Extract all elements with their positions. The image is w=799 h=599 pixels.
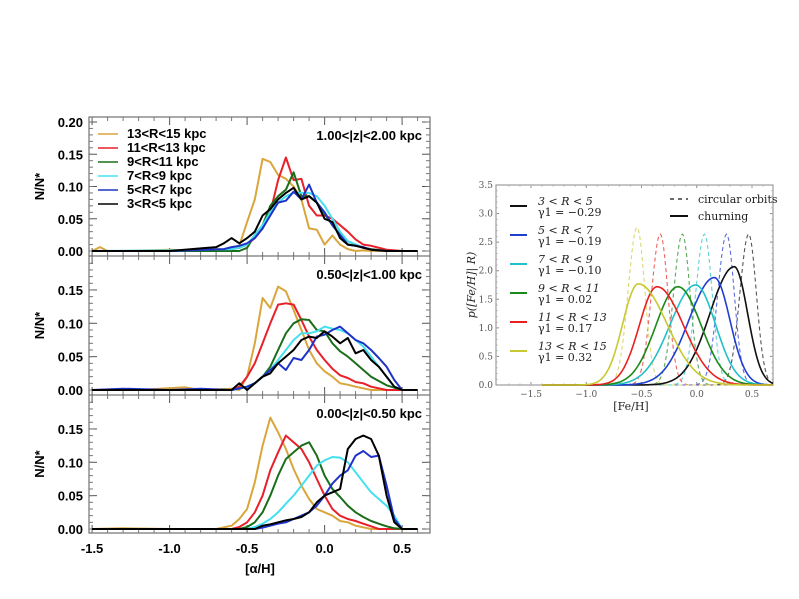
y-tick-label: 1.5 [479, 295, 494, 305]
legend-gamma: γ1 = −0.19 [538, 235, 602, 248]
x-tick-label: −1.5 [520, 390, 542, 400]
series-line-11-r-13-kpc [92, 434, 418, 530]
legend-label: 5 < R < 7 [538, 224, 593, 237]
y-tick-label: 0.15 [58, 422, 83, 437]
legend-gamma: γ1 = 0.17 [538, 322, 592, 335]
left-panel-1: 0.00 0.05 0.10 0.15 0.20 N/N* 1.00<|z|<2.00 kp… [32, 115, 431, 259]
y-tick-label: 0.05 [58, 350, 83, 365]
y-axis-label: N/N* [32, 172, 47, 200]
x-tick-label: -0.5 [236, 541, 258, 556]
y-tick-label: 0.15 [58, 147, 83, 162]
y-tick-label: 0.20 [58, 115, 83, 130]
y-tick-label: 0.10 [58, 455, 83, 470]
y-tick-label: 0.00 [58, 522, 83, 537]
legend-label: 7 < R < 9 [538, 253, 593, 266]
legend-label: 11<R<13 kpc [127, 140, 206, 155]
y-tick-label: 0.05 [58, 489, 83, 504]
left-chart-alpha-h-distributions: 0.00 0.05 0.10 0.15 0.20 N/N* 1.00<|z|<2.00 kp… [32, 115, 431, 576]
legend-label: 13 < R < 15 [538, 340, 607, 353]
left-panel-3: 0.00 0.05 0.10 0.15 N/N* 0.00<|z|<0.50 kpc [32, 394, 431, 537]
series-line-13-r-15-kpc [92, 416, 418, 530]
y-tick-label: 2.5 [479, 238, 494, 248]
legend-label: 5<R<7 kpc [127, 182, 192, 197]
y-tick-label: 0.10 [58, 180, 83, 195]
series-line-3-r-5-kpc [92, 186, 418, 252]
y-tick-label: 0.0 [479, 381, 494, 391]
legend-gamma: γ1 = −0.10 [538, 264, 602, 277]
y-tick-label: 0.05 [58, 212, 83, 227]
series-line-7-r-9-kpc [92, 456, 418, 530]
x-axis-label: [α/H] [245, 561, 275, 576]
y-tick-label: 3.0 [479, 210, 494, 220]
panel-frame [88, 394, 431, 534]
style-legend-label: circular orbits [698, 193, 778, 206]
series-line-9-r-11-kpc [92, 441, 418, 530]
x-tick-label: 0.0 [316, 541, 334, 556]
panel-label: 0.00<|z|<0.50 kpc [316, 406, 422, 421]
series-curve-13-r-15-churning [542, 283, 773, 386]
y-tick-label: 3.5 [479, 181, 494, 191]
legend-label: 9<R<11 kpc [127, 154, 199, 169]
right-series [542, 226, 774, 386]
right-legend: 3 < R < 5γ1 = −0.29 5 < R < 7γ1 = −0.19 7 … [510, 195, 607, 364]
y-tick-label: 0.00 [58, 383, 83, 398]
legend-gamma: γ1 = 0.32 [538, 351, 592, 364]
x-tick-label: 0.5 [745, 390, 760, 400]
legend-label: 7<R<9 kpc [127, 168, 192, 183]
legend-label: 9 < R < 11 [538, 282, 600, 295]
y-axis-label: N/N* [32, 449, 47, 477]
legend-label: 11 < R < 13 [538, 311, 607, 324]
x-tick-label: 0.5 [393, 541, 411, 556]
y-axis-label: p([Fe/H]| R) [465, 252, 479, 319]
y-axis-label: N/N* [32, 311, 47, 339]
y-tick-label: 0.00 [58, 244, 83, 259]
y-tick-label: 1.0 [479, 324, 494, 334]
y-tick-label: 0.10 [58, 316, 83, 331]
legend-label: 3<R<5 kpc [127, 196, 192, 211]
x-axis-label: [Fe/H] [613, 400, 648, 413]
series-line-5-r-7-kpc [92, 325, 418, 391]
x-tick-label: -1.0 [158, 541, 180, 556]
series-line-3-r-5-kpc [92, 434, 418, 530]
panel-label: 1.00<|z|<2.00 kpc [316, 128, 422, 143]
y-tick-label: 0.15 [58, 283, 83, 298]
y-tick-label: 2.0 [479, 267, 494, 277]
legend-gamma: γ1 = −0.29 [538, 206, 602, 219]
series-line-11-r-13-kpc [92, 302, 418, 391]
panel-label: 0.50<|z|<1.00 kpc [316, 267, 422, 282]
y-tick-label: 0.5 [479, 352, 494, 362]
x-tick-label: -1.5 [81, 541, 103, 556]
legend-label: 3 < R < 5 [538, 195, 593, 208]
x-tick-label: −1.0 [575, 390, 597, 400]
style-legend-label: churning [698, 210, 748, 223]
series-line-3-r-5-kpc [92, 330, 418, 391]
right-chart-feh-distributions: 0.0 0.5 1.0 1.5 2.0 2.5 3.0 3.5 −1.5 −1.0 −0.5 0.0 0… [465, 181, 778, 413]
legend-label: 13<R<15 kpc [127, 126, 207, 141]
x-tick-label: 0.0 [690, 390, 705, 400]
x-tick-label: −0.5 [631, 390, 653, 400]
right-style-legend: circular orbits churning [670, 193, 778, 223]
left-panel-2: 0.00 0.05 0.10 0.15 N/N* 0.50<|z|<1.00 kpc [32, 255, 431, 398]
legend-gamma: γ1 = 0.02 [538, 293, 592, 306]
